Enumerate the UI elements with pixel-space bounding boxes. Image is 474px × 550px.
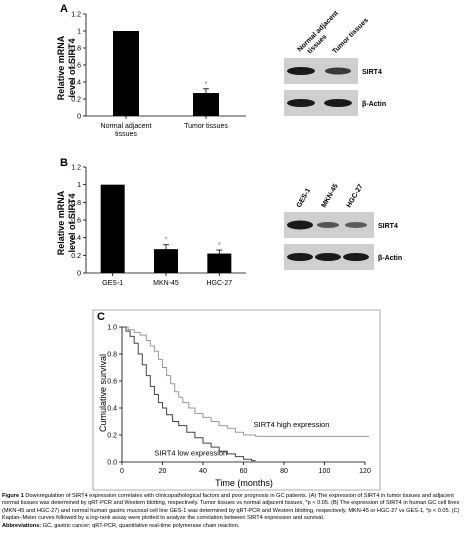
panel-a-bar <box>193 93 219 116</box>
panel-c-x-tick-label: 100 <box>319 468 331 475</box>
panel-a-y-tick-label: 1 <box>77 29 81 36</box>
panel-a-ylabel-line1: Relative mRNA <box>56 35 66 100</box>
panel-c-x-tick-label: 80 <box>280 468 288 475</box>
panel-c-x-tick-label: 20 <box>159 468 167 475</box>
blot-a-actin-band <box>324 99 352 107</box>
blot-b-sirt4-band <box>287 220 313 230</box>
panel-c-frame <box>92 309 381 491</box>
blot-a-row-label-sirt4: SIRT4 <box>362 69 382 76</box>
blot-a-lane-label-tumor: Tumor tissues <box>331 17 369 55</box>
caption-lead: Figure 1 <box>2 493 24 499</box>
blot-b-row-label-sirt4: SIRT4 <box>378 223 398 230</box>
panel-b-category-label: MKN-45 <box>153 280 179 287</box>
caption-abbr-text: GC, gastric cancer; qRT-PCR, quantitativ… <box>42 522 240 529</box>
panel-b-significance-mark: * <box>164 236 167 245</box>
panel-a-bar-chart: Relative mRNA level of SIRT4 0 0.2 0.4 0.6 0… <box>56 12 246 138</box>
panel-a-y-tick-label: 0.2 <box>71 97 81 104</box>
panel-c-x-tick-label: 120 <box>359 468 371 475</box>
blot-a-sirt4-band <box>325 67 351 75</box>
caption-abbr-heading: Abbreviations: <box>2 522 42 529</box>
survival-curve-high <box>122 326 369 437</box>
blot-b-row-label-actin: β-Actin <box>378 255 402 262</box>
panel-c-y-tick-label: 0.2 <box>107 433 117 440</box>
panel-a-y-tick-label: 0.4 <box>71 80 81 87</box>
blot-b-lane-label-mkn45: MKN-45 <box>321 183 340 209</box>
panel-b-category-label: HGC-27 <box>206 280 232 287</box>
blot-b-lane-label-hgc27: HGC-27 <box>346 183 365 209</box>
annotation-high-expression: SIRT4 high expression <box>254 420 330 429</box>
blot-b-actin-band <box>315 253 341 261</box>
panel-a-ylabel-line2: level of SIRT4 <box>67 38 77 97</box>
panel-c-x-tick-label: 40 <box>199 468 207 475</box>
panel-c-survival-chart: Cumulative survival Time (months) 0.0 0.2… <box>98 325 371 489</box>
blot-b-sirt4-band <box>317 222 339 228</box>
blot-a-sirt4-band <box>287 67 315 75</box>
panel-b-bar <box>207 253 232 273</box>
panel-a-y-tick-label: 0 <box>77 114 81 121</box>
panel-c-y-tick-label: 0.8 <box>107 352 117 359</box>
panel-c-x-tick-label: 0 <box>120 468 124 475</box>
panel-c-xlabel: Time (months) <box>215 478 273 488</box>
panel-a-western-blot: Normal adjacent tissues Tumor tissues SI… <box>284 9 386 116</box>
panel-a-category-label: Tumor tissues <box>184 123 228 130</box>
panel-a-y-tick-label: 0.8 <box>71 46 81 53</box>
panel-b-bar <box>100 184 125 273</box>
survival-curve-low <box>122 326 256 462</box>
blot-b-lane-label-ges1: GES-1 <box>296 187 313 209</box>
panel-c-y-tick-label: 0.4 <box>107 406 117 413</box>
panel-a-category-label: Normal adjacent <box>101 123 152 130</box>
panel-b-y-tick-label: 0.6 <box>71 218 81 225</box>
blot-b-actin-band <box>343 253 369 261</box>
panel-b-significance-mark: * <box>218 241 221 250</box>
blot-b-actin-band <box>287 253 313 261</box>
panel-a-category-label: tissues <box>115 131 137 138</box>
panel-b-y-tick-label: 0.4 <box>71 235 81 242</box>
panel-b-letter: B <box>60 157 68 169</box>
panel-c-ylabel: Cumulative survival <box>98 354 108 432</box>
annotation-low-expression: SIRT4 low expression <box>154 448 227 457</box>
panel-b-y-tick-label: 0 <box>77 271 81 278</box>
panel-b-y-tick-label: 1.2 <box>71 165 81 172</box>
figure-caption: Figure 1 Downregulation of SIRT4 express… <box>2 493 472 530</box>
figure: A Relative mRNA level of SIRT4 0 0.2 0.4 0.… <box>56 3 402 491</box>
panel-b-bar-chart: Relative mRNA level of SIRT4 0 0.2 0.4 0.6 0… <box>56 165 246 287</box>
panel-c-y-tick-label: 0.0 <box>107 460 117 467</box>
panel-a-bar <box>113 31 139 116</box>
panel-b-ylabel-line1: Relative mRNA <box>56 190 66 255</box>
blot-b-sirt4-band <box>345 222 367 228</box>
panel-c-x-tick-label: 60 <box>240 468 248 475</box>
blot-a-row-label-actin: β-Actin <box>362 101 386 108</box>
panel-a-y-tick-label: 1.2 <box>71 12 81 19</box>
panel-a-y-tick-label: 0.6 <box>71 63 81 70</box>
panel-b-y-tick-label: 1 <box>77 182 81 189</box>
panel-c-y-tick-label: 0.6 <box>107 379 117 386</box>
panel-b-category-label: GES-1 <box>102 280 123 287</box>
panel-c-y-tick-label: 1.0 <box>107 325 117 332</box>
panel-b-y-tick-label: 0.8 <box>71 200 81 207</box>
panel-b-y-tick-label: 0.2 <box>71 253 81 260</box>
panel-b-western-blot: GES-1 MKN-45 HGC-27 SIRT4 β-Actin <box>284 183 402 270</box>
panel-a-significance-mark: * <box>204 80 207 89</box>
panel-c-letter: C <box>97 311 105 323</box>
panel-b-ylabel-line2: level of SIRT4 <box>67 193 77 252</box>
panel-a-letter: A <box>60 3 68 15</box>
panel-b-bar <box>154 249 178 273</box>
caption-body: Downregulation of SIRT4 expression corre… <box>2 493 460 522</box>
blot-a-actin-band <box>287 99 315 107</box>
